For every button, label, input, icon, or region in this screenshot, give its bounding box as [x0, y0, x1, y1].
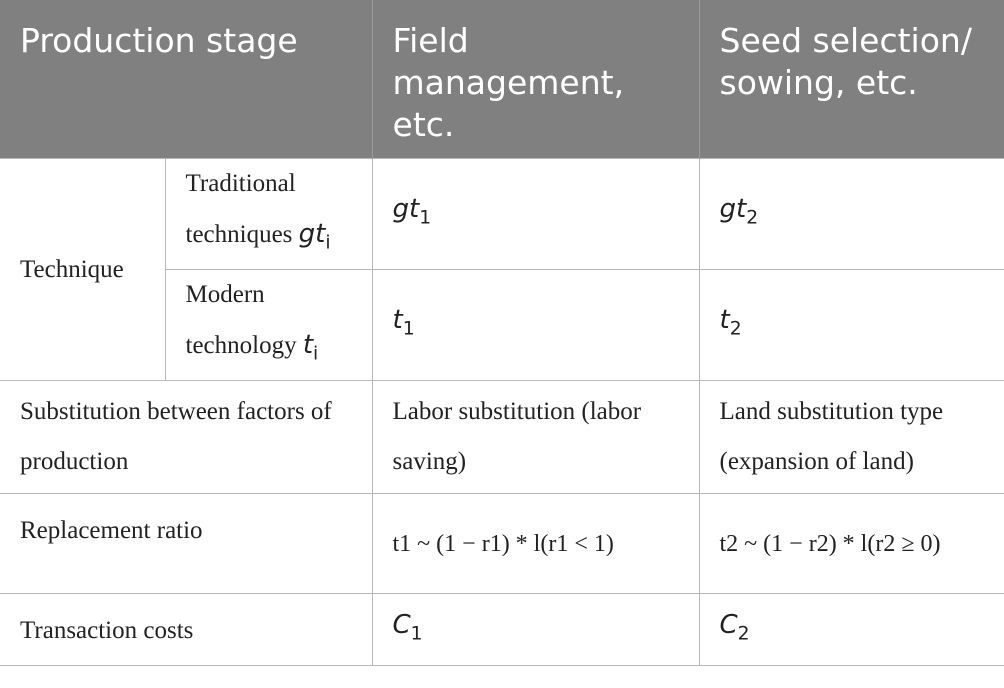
substitution-label: Substitution between factors of producti… [0, 380, 373, 494]
header-seed-selection: Seed selection/ sowing, etc. [698, 0, 1004, 159]
modern-field-symbol: t1 [392, 305, 415, 340]
modern-label-cell: Modern technology ti [165, 269, 373, 381]
ratio-label: Replacement ratio [0, 493, 373, 594]
substitution-seed: Land substitution type (expansion of lan… [698, 380, 1004, 494]
modern-seed-symbol: t2 [719, 305, 742, 340]
table-row-substitution: Substitution between factors of producti… [0, 380, 1004, 494]
table-row-costs: Transaction costs C1 C2 [0, 593, 1004, 666]
costs-seed-symbol: C2 [719, 609, 750, 645]
table-row-traditional: Technique Traditional techniques gti gt1… [0, 158, 1004, 381]
traditional-seed-cell: gt2 [698, 158, 1004, 270]
traditional-field-symbol: gt1 [392, 194, 432, 229]
header-field-management: Field management, etc. [371, 0, 700, 159]
substitution-field: Labor substitution (labor saving) [371, 380, 700, 494]
costs-field-symbol: C1 [392, 609, 423, 645]
technology-substitution-table: Production stage Field management, etc. … [0, 0, 1004, 666]
header-row: Production stage Field management, etc. … [0, 0, 1004, 159]
traditional-field-cell: gt1 [371, 158, 700, 270]
ratio-seed-formula: t2 ~ (1 − r2) * l(r2 ≥ 0) [719, 530, 941, 557]
traditional-symbol: gti [298, 219, 331, 254]
modern-seed-cell: t2 [698, 269, 1004, 381]
table-row-modern: Modern technology ti t1 t2 [0, 269, 1004, 381]
traditional-seed-symbol: gt2 [719, 194, 759, 229]
modern-field-cell: t1 [371, 269, 700, 381]
ratio-field-cell: t1 ~ (1 − r1) * l(r1 < 1) [371, 493, 700, 594]
header-production-stage: Production stage [0, 0, 373, 159]
costs-seed-cell: C2 [698, 593, 1004, 666]
technique-label: Technique [0, 158, 166, 381]
costs-label: Transaction costs [0, 593, 373, 666]
modern-symbol: ti [302, 330, 319, 365]
modern-label: Modern technology [185, 281, 297, 360]
table-row-ratio: Replacement ratio t1 ~ (1 − r1) * l(r1 <… [0, 493, 1004, 594]
ratio-seed-cell: t2 ~ (1 − r2) * l(r2 ≥ 0) [698, 493, 1004, 594]
ratio-field-formula: t1 ~ (1 − r1) * l(r1 < 1) [392, 530, 614, 557]
costs-field-cell: C1 [371, 593, 700, 666]
traditional-label-cell: Traditional techniques gti [164, 158, 373, 270]
traditional-label: Traditional techniques [185, 170, 296, 249]
